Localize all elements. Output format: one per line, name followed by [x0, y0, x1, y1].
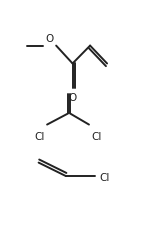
Text: Cl: Cl: [34, 132, 44, 142]
Text: Cl: Cl: [92, 132, 102, 142]
Text: O: O: [68, 93, 77, 103]
Text: O: O: [45, 34, 53, 44]
Text: Cl: Cl: [100, 172, 110, 182]
